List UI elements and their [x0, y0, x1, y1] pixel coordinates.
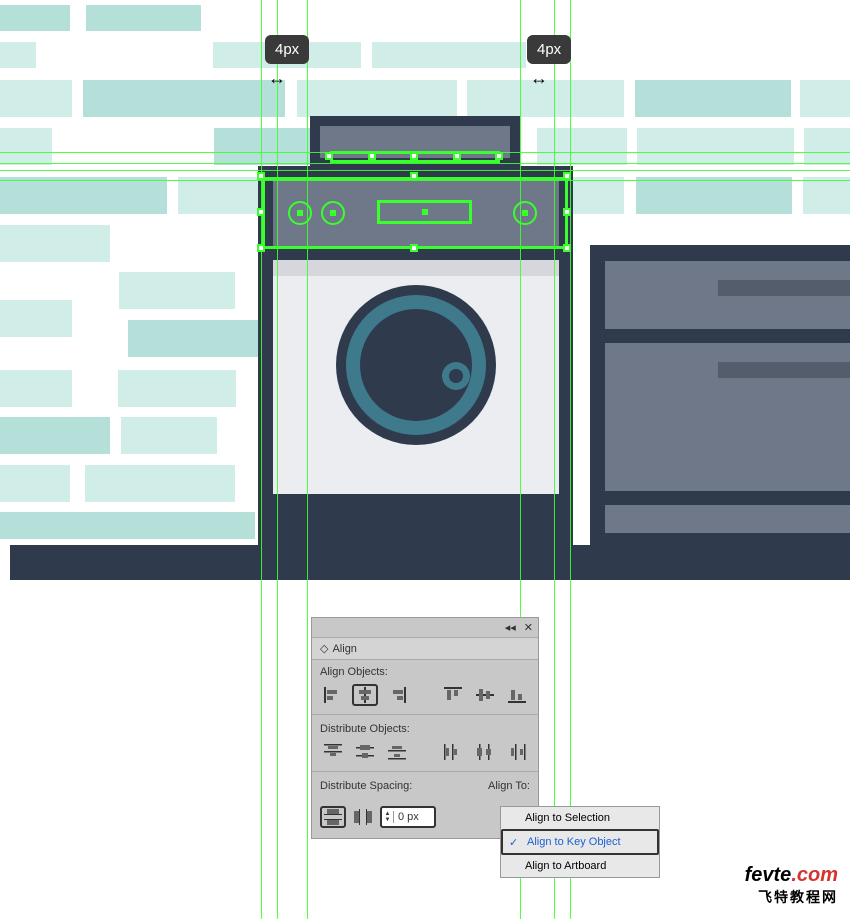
align-top-button[interactable] — [440, 684, 466, 706]
panel-close-icon[interactable]: ✕ — [524, 621, 533, 634]
brick-shape — [0, 370, 72, 407]
selection-handle[interactable] — [410, 152, 418, 160]
brick-shape — [86, 5, 201, 31]
dd-align-selection[interactable]: Align to Selection — [501, 807, 659, 829]
section-distribute-spacing: Distribute Spacing: — [320, 780, 412, 792]
brick-shape — [0, 512, 255, 539]
vspacing-button[interactable] — [320, 806, 346, 828]
selection-handle[interactable] — [495, 152, 503, 160]
brick-shape — [128, 320, 260, 357]
brick-shape — [0, 417, 110, 454]
brick-shape — [0, 465, 70, 502]
door-shadow — [273, 260, 559, 276]
hdist-center-button[interactable] — [472, 741, 498, 763]
selection-handle[interactable] — [257, 208, 265, 216]
guide-horizontal[interactable] — [0, 170, 850, 171]
brick-shape — [372, 42, 526, 68]
brick-shape — [0, 300, 72, 337]
brick-shape — [803, 177, 850, 214]
selection-handle[interactable] — [257, 172, 265, 180]
dimension-arrow-icon: ↔ — [530, 68, 548, 89]
hdist-right-button[interactable] — [504, 741, 530, 763]
panel-collapse-icon[interactable]: ◂◂ — [505, 621, 516, 634]
selection-handle[interactable] — [563, 172, 571, 180]
brick-shape — [800, 80, 850, 117]
brick-shape — [537, 128, 627, 165]
selection-handle[interactable] — [410, 172, 418, 180]
brick-shape — [804, 128, 850, 165]
brick-shape — [0, 80, 72, 117]
brick-shape — [0, 42, 36, 68]
selection-handle[interactable] — [257, 244, 265, 252]
brick-shape — [637, 128, 794, 165]
alignto-label: Align To: — [488, 780, 530, 792]
drum-handle-inner — [449, 369, 463, 383]
cabinet-handle — [718, 280, 850, 296]
selection-handle[interactable] — [563, 244, 571, 252]
brick-shape — [0, 177, 167, 214]
cabinet-handle — [718, 362, 850, 378]
align-left-button[interactable] — [320, 684, 346, 706]
dimension-label-right: 4px — [527, 35, 571, 64]
spacing-value: 0 px — [394, 811, 434, 823]
brick-shape — [297, 80, 457, 117]
section-distribute-objects: Distribute Objects: — [320, 723, 530, 735]
dd-align-key-object[interactable]: Align to Key Object — [501, 829, 659, 855]
selection-handle[interactable] — [453, 152, 461, 160]
vdist-top-button[interactable] — [320, 741, 346, 763]
cabinet-panel — [605, 505, 850, 533]
brick-shape — [118, 370, 236, 407]
brick-shape — [85, 465, 235, 502]
panel-toggle-icon: ◇ — [320, 642, 328, 655]
selection-handle[interactable] — [410, 244, 418, 252]
guide-vertical[interactable] — [307, 0, 308, 919]
guide-vertical[interactable] — [277, 0, 278, 919]
selection-handle[interactable] — [325, 152, 333, 160]
selection-handle[interactable] — [563, 208, 571, 216]
guide-vertical[interactable] — [570, 0, 571, 919]
guide-vertical[interactable] — [554, 0, 555, 919]
section-align-objects: Align Objects: — [320, 666, 530, 678]
dimension-arrow-icon: ↔ — [268, 68, 286, 89]
dimension-label-left: 4px — [265, 35, 309, 64]
brick-shape — [572, 177, 624, 214]
align-hcenter-button[interactable] — [352, 684, 378, 706]
brick-shape — [636, 177, 792, 214]
align-right-button[interactable] — [384, 684, 410, 706]
selection-knob-center — [330, 210, 336, 216]
brick-shape — [178, 177, 258, 214]
align-vcenter-button[interactable] — [472, 684, 498, 706]
watermark: fevte.com 飞特教程网 — [745, 864, 838, 907]
brick-shape — [635, 80, 791, 117]
hspacing-button[interactable] — [350, 806, 376, 828]
artboard-canvas[interactable]: 4px ↔ 4px ↔ — [0, 0, 850, 600]
dd-align-artboard[interactable]: Align to Artboard — [501, 855, 659, 877]
vdist-center-button[interactable] — [352, 741, 378, 763]
selection-knob-center — [522, 210, 528, 216]
brick-shape — [0, 128, 52, 165]
alignto-dropdown-menu[interactable]: Align to Selection Align to Key Object A… — [500, 806, 660, 878]
panel-tab-align[interactable]: ◇ Align — [312, 638, 538, 660]
brick-shape — [214, 128, 314, 165]
guide-vertical[interactable] — [261, 0, 262, 919]
panel-title: Align — [332, 643, 356, 655]
selection-knob-center — [297, 210, 303, 216]
spacing-value-input[interactable]: ▲▼ 0 px — [380, 806, 436, 828]
door-base-bar — [273, 494, 559, 522]
panel-header: ◂◂ ✕ — [312, 618, 538, 638]
hdist-left-button[interactable] — [440, 741, 466, 763]
brick-shape — [119, 272, 235, 309]
guide-horizontal[interactable] — [0, 163, 850, 164]
brick-shape — [0, 225, 110, 262]
align-bottom-button[interactable] — [504, 684, 530, 706]
vdist-bottom-button[interactable] — [384, 741, 410, 763]
selection-handle[interactable] — [368, 152, 376, 160]
brick-shape — [121, 417, 217, 454]
brick-shape — [0, 5, 70, 31]
selection-center — [422, 209, 428, 215]
brick-shape — [83, 80, 285, 117]
